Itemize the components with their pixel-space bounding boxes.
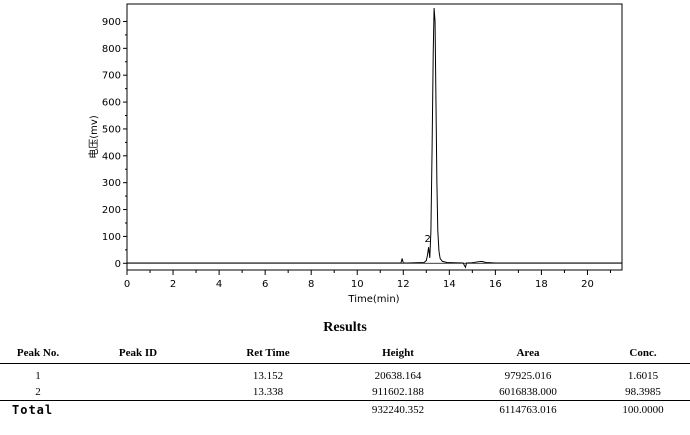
total-row: Total 932240.352 6114763.016 100.0000 (0, 400, 690, 419)
cell-ret-time: 13.152 (252, 370, 284, 382)
y-tick-label: 800 (102, 44, 121, 55)
total-area: 6114763.016 (460, 400, 596, 419)
cell-peak-id (76, 364, 200, 385)
series-line-1 (127, 7, 622, 269)
table-row: 2 13.338 911602.188 6016838.000 98.3985 (0, 384, 690, 401)
cell-area: 97925.016 (504, 370, 552, 382)
header-ret-time: Ret Time (200, 342, 336, 364)
results-header-row: Peak No. Peak ID Ret Time Height Area Co… (0, 342, 690, 364)
plot-border (126, 3, 623, 271)
x-tick-label: 2 (170, 279, 176, 290)
x-tick-label: 8 (308, 279, 314, 290)
y-tick-label: 900 (102, 17, 121, 28)
cell-conc: 98.3985 (625, 386, 661, 398)
header-area: Area (460, 342, 596, 364)
y-tick-label: 600 (102, 98, 121, 109)
peak-annotation: 2 (425, 234, 431, 245)
y-axis-label: 电压(mv) (87, 115, 100, 159)
header-height: Height (336, 342, 460, 364)
x-tick-label: 14 (443, 279, 456, 290)
x-tick-label: 4 (216, 279, 222, 290)
x-tick-label: 16 (489, 279, 502, 290)
y-tick-label: 500 (102, 124, 121, 135)
cell-conc: 1.6015 (627, 370, 659, 382)
header-conc: Conc. (596, 342, 690, 364)
y-tick-label: 700 (102, 71, 121, 82)
x-tick-label: 18 (535, 279, 548, 290)
x-tick-label: 10 (351, 279, 364, 290)
cell-peak-id (76, 384, 200, 401)
y-tick-label: 300 (102, 178, 121, 189)
y-tick-label: 100 (102, 232, 121, 243)
x-tick-label: 20 (581, 279, 594, 290)
header-peak-id: Peak ID (76, 342, 200, 364)
x-tick-label: 12 (397, 279, 410, 290)
x-axis-label: Time(min) (347, 294, 399, 305)
y-axis: 0 100 200 300 400 500 600 700 800 900 (102, 17, 127, 270)
y-tick-label: 0 (115, 259, 121, 270)
total-conc: 100.0000 (596, 400, 690, 419)
results-table: Peak No. Peak ID Ret Time Height Area Co… (0, 342, 690, 419)
series-layer (127, 7, 622, 269)
cell-height: 20638.164 (374, 370, 422, 382)
results-title: Results (323, 320, 367, 335)
table-row: 1 13.152 20638.164 97925.016 1.6015 (0, 364, 690, 385)
total-label: Total (0, 400, 76, 419)
x-axis: 0 2 4 6 8 10 12 14 16 18 20 (124, 270, 611, 290)
cell-area: 6016838.000 (499, 386, 557, 398)
cell-peak-no: 1 (35, 370, 41, 382)
x-tick-label: 0 (124, 279, 130, 290)
cell-peak-no: 2 (35, 386, 41, 398)
x-tick-label: 6 (262, 279, 268, 290)
annotation-layer: 2 (425, 234, 431, 245)
chromatogram-chart: 0 100 200 300 400 500 600 700 800 900 0 2 4 6 8 10 12 14… (87, 3, 623, 305)
y-tick-label: 200 (102, 205, 121, 216)
cell-height: 911602.188 (372, 386, 424, 398)
total-empty-cell (200, 400, 336, 419)
total-empty-cell (76, 400, 200, 419)
header-peak-no: Peak No. (0, 342, 76, 364)
total-height: 932240.352 (336, 400, 460, 419)
y-tick-label: 400 (102, 151, 121, 162)
cell-ret-time: 13.338 (252, 386, 284, 398)
plot-frame (126, 3, 623, 271)
